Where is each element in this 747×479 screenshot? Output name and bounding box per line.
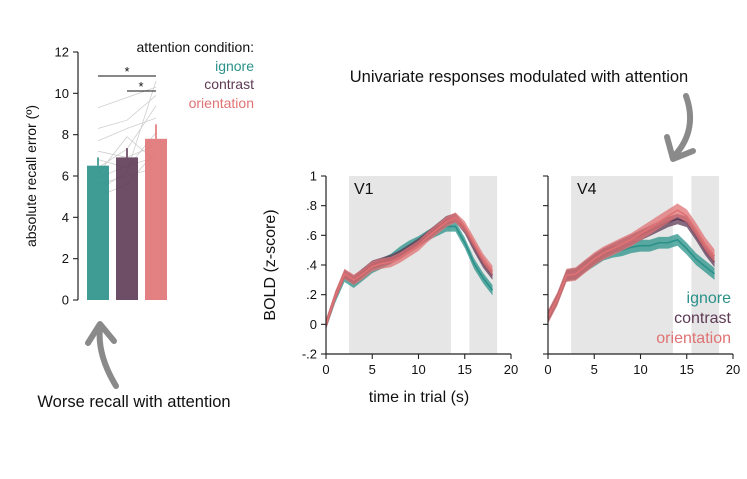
v1-y-tick-label: 1 bbox=[310, 169, 317, 184]
bar-y-tick-label: 8 bbox=[62, 127, 69, 142]
top-annotation-text: Univariate responses modulated with atte… bbox=[350, 68, 688, 86]
v4-x-tick-label: 5 bbox=[591, 362, 598, 377]
v4-x-ticks: 0 5 10 15 20 bbox=[544, 354, 740, 377]
subject-line bbox=[97, 95, 157, 129]
bar-y-tick-label: 12 bbox=[55, 45, 69, 60]
bars bbox=[87, 138, 167, 300]
bar-legend-ignore: ignore bbox=[215, 58, 254, 74]
v1-y-tick-label: .8 bbox=[306, 198, 317, 213]
v1-x-tick-label: 15 bbox=[458, 362, 472, 377]
bar-y-tick-label: 10 bbox=[55, 86, 69, 101]
error-bars bbox=[97, 124, 157, 166]
bar-ignore bbox=[87, 165, 109, 300]
significance-star-2: * bbox=[138, 79, 143, 94]
bar-legend-contrast: contrast bbox=[204, 76, 254, 92]
bar-legend-title: attention condition: bbox=[136, 39, 254, 55]
bar-y-tick-label: 6 bbox=[62, 169, 69, 184]
v1-y-tick-label: .6 bbox=[306, 228, 317, 243]
v4-line-orientation bbox=[547, 209, 716, 318]
significance-star-1: * bbox=[124, 64, 129, 79]
v1-x-axis-label: time in trial (s) bbox=[369, 389, 469, 406]
bar-y-tick-label: 2 bbox=[62, 251, 69, 266]
v4-x-tick-label: 0 bbox=[544, 362, 551, 377]
v1-y-ticks: -.2 0 .2 .4 .6 .8 1 bbox=[302, 169, 326, 362]
v1-timecourse-panel: -.2 0 .2 .4 .6 .8 1 0 5 10 15 20 V1 BOLD (z-score)… bbox=[262, 169, 518, 407]
v1-shaded-windows bbox=[349, 176, 498, 354]
v1-x-ticks: 0 5 10 15 20 bbox=[322, 354, 518, 377]
v4-legend-contrast: contrast bbox=[674, 310, 731, 327]
v1-x-tick-label: 20 bbox=[504, 362, 518, 377]
subject-line bbox=[97, 86, 157, 109]
v1-line-orientation bbox=[325, 216, 494, 325]
v1-x-tick-label: 10 bbox=[411, 362, 425, 377]
v1-series bbox=[325, 212, 494, 330]
bar-y-axis-label: absolute recall error (º) bbox=[23, 105, 39, 247]
v4-timecourse-panel: 0 5 10 15 20 V4 ignore contrast orientation bbox=[543, 175, 740, 377]
v4-legend-orientation: orientation bbox=[656, 330, 731, 347]
down-arrow-icon bbox=[664, 93, 696, 162]
v4-band-orientation bbox=[548, 203, 715, 324]
bar-orientation bbox=[145, 138, 167, 300]
v4-x-tick-label: 10 bbox=[633, 362, 647, 377]
v4-y-ticks bbox=[543, 175, 548, 355]
v4-panel-label: V4 bbox=[577, 181, 597, 198]
v1-panel-label: V1 bbox=[354, 181, 374, 198]
v1-x-tick-label: 0 bbox=[322, 362, 329, 377]
bar-y-tick-label: 0 bbox=[62, 293, 69, 308]
v1-x-tick-label: 5 bbox=[369, 362, 376, 377]
bottom-annotation-text: Worse recall with attention bbox=[37, 393, 230, 411]
v1-y-axis-label: BOLD (z-score) bbox=[262, 209, 279, 320]
v1-y-tick-label: 0 bbox=[310, 317, 317, 332]
v4-series bbox=[547, 203, 716, 324]
v1-y-tick-label: .4 bbox=[306, 258, 317, 273]
v4-legend-ignore: ignore bbox=[687, 290, 732, 307]
v1-y-tick-label: -.2 bbox=[302, 347, 317, 362]
v4-band-ignore bbox=[548, 233, 715, 323]
bar-contrast bbox=[116, 157, 138, 300]
bar-y-tick-label: 4 bbox=[62, 210, 69, 225]
subject-line bbox=[97, 117, 157, 142]
bar-y-ticks: 0 2 4 6 8 10 12 bbox=[55, 45, 78, 308]
v1-y-tick-label: .2 bbox=[306, 287, 317, 302]
v4-x-tick-label: 15 bbox=[680, 362, 694, 377]
v1-shaded-window bbox=[349, 176, 451, 354]
v4-x-tick-label: 20 bbox=[726, 362, 740, 377]
up-arrow-icon bbox=[85, 321, 119, 389]
bar-legend-orientation: orientation bbox=[189, 95, 254, 111]
